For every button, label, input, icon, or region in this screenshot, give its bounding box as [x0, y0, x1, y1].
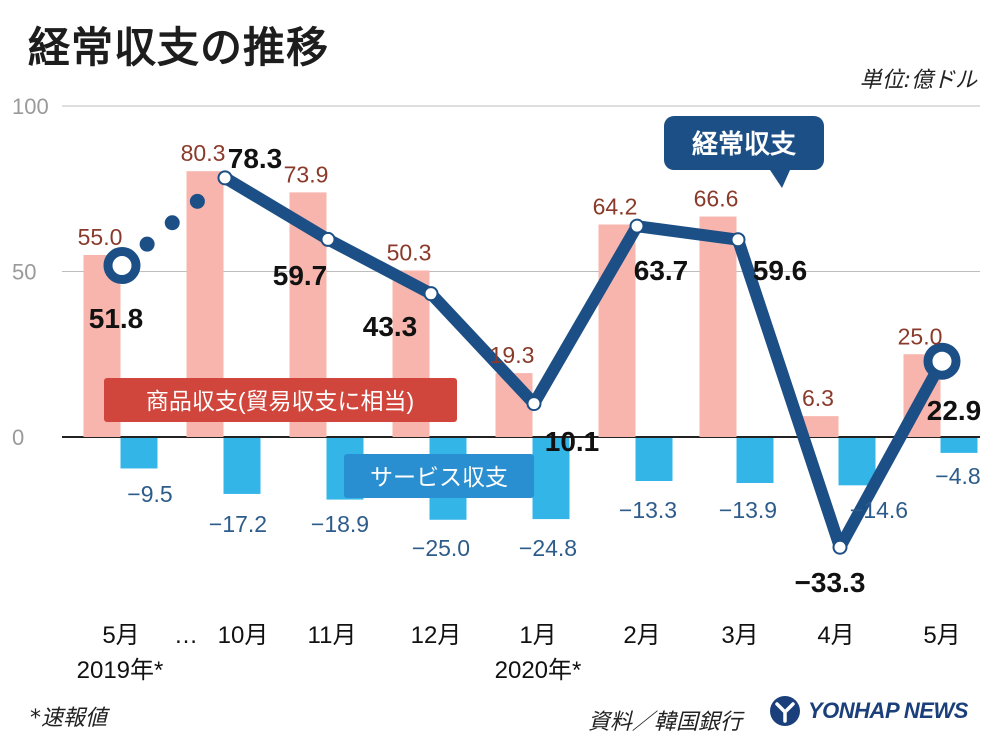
legend-layer: 商品収支(貿易収支に相当) サービス収支 経常収支 [104, 116, 824, 498]
chart-title: 経常収支の推移 [28, 23, 330, 72]
legend-current-pointer [770, 170, 790, 188]
current-value-label: 43.3 [363, 311, 418, 342]
legend-current-label: 経常収支 [692, 129, 796, 159]
services-value-label: −25.0 [412, 535, 470, 561]
brand-logo: YONHAP NEWS [768, 694, 968, 728]
services-bar [940, 438, 978, 453]
x-axis-label: 10月 [218, 622, 269, 649]
current-point-marker [832, 539, 848, 555]
x-axis-label: 12月 [411, 622, 462, 649]
services-value-label: −13.9 [719, 497, 777, 523]
x-axis-ellipsis: … [174, 622, 198, 649]
current-value-label: 63.7 [634, 255, 689, 286]
y-tick-label: 100 [12, 94, 49, 119]
current-account-line [219, 171, 948, 554]
x-axis-label: 2月 [623, 622, 660, 649]
x-axis-label: 5月 [923, 622, 960, 649]
services-value-label: −9.5 [127, 481, 172, 507]
goods-value-label: 73.9 [284, 161, 329, 187]
current-point-marker [629, 218, 645, 234]
services-bar [120, 438, 158, 469]
line-layer [103, 170, 961, 555]
current-value-label: 59.7 [273, 260, 328, 291]
services-value-label: −14.6 [850, 497, 908, 523]
services-bar [736, 438, 774, 484]
goods-bar [699, 216, 737, 437]
services-value-label: −4.8 [935, 463, 980, 489]
goods-value-label: 19.3 [490, 342, 535, 368]
x-axis-label: 5月 [102, 622, 139, 649]
x-axis-label: 11月 [308, 622, 357, 649]
current-value-label: 22.9 [927, 395, 982, 426]
current-dotted-point [164, 215, 180, 231]
x-axis-label: 4月 [817, 622, 854, 649]
current-endpoint-marker [103, 247, 141, 285]
x-axis-label: 3月 [721, 622, 758, 649]
services-value-label: −17.2 [209, 511, 267, 537]
goods-value-label: 6.3 [802, 385, 834, 411]
y-tick-label: 0 [12, 425, 24, 450]
legend-services-label: サービス収支 [370, 464, 508, 490]
current-dotted-point [189, 193, 205, 209]
current-point-marker [320, 231, 336, 247]
services-bar [635, 438, 673, 482]
services-bar [223, 438, 261, 494]
services-value-label: −18.9 [311, 511, 369, 537]
y-tick-label: 50 [12, 260, 36, 285]
current-dotted-point [139, 236, 155, 252]
current-value-label: 10.1 [545, 426, 600, 457]
current-value-label: 59.6 [753, 255, 808, 286]
year-label: 2019年* [77, 657, 164, 684]
goods-value-label: 55.0 [78, 224, 123, 250]
legend-goods-label: 商品収支(貿易収支に相当) [146, 388, 414, 414]
brand-text: YONHAP NEWS [808, 698, 968, 723]
legend-services-box [344, 454, 534, 498]
label-layer: 55.0 80.3 73.9 50.3 19.3 64.2 66.6 6.3 25.0 −9.5 −… [77, 140, 982, 684]
goods-value-label: 50.3 [387, 240, 432, 266]
legend-goods-box [104, 378, 457, 422]
current-value-label: 51.8 [89, 303, 144, 334]
legend-current-box [664, 116, 824, 170]
yonhap-logo-icon [770, 696, 800, 726]
goods-value-label: 66.6 [694, 186, 739, 212]
services-value-label: −13.3 [619, 497, 677, 523]
goods-value-label: 80.3 [181, 140, 226, 166]
goods-value-label: 64.2 [593, 193, 638, 219]
current-point-marker [217, 170, 233, 186]
current-point-marker [526, 396, 542, 412]
services-bar [532, 438, 570, 520]
footnote: *速報値 [30, 706, 108, 731]
current-point-marker [730, 232, 746, 248]
current-value-label: 78.3 [228, 143, 283, 174]
unit-label: 単位:億ドル [859, 68, 977, 93]
services-bar [838, 438, 876, 486]
services-value-label: −24.8 [519, 535, 577, 561]
current-point-marker [423, 286, 439, 302]
goods-bar [801, 416, 839, 437]
x-axis-label: 1月 [519, 622, 556, 649]
current-value-label: −33.3 [795, 567, 866, 598]
year-label: 2020年* [495, 657, 582, 684]
current-endpoint-marker [923, 342, 961, 380]
source-label: 資料／韓国銀行 [588, 710, 743, 735]
goods-value-label: 25.0 [898, 323, 943, 349]
